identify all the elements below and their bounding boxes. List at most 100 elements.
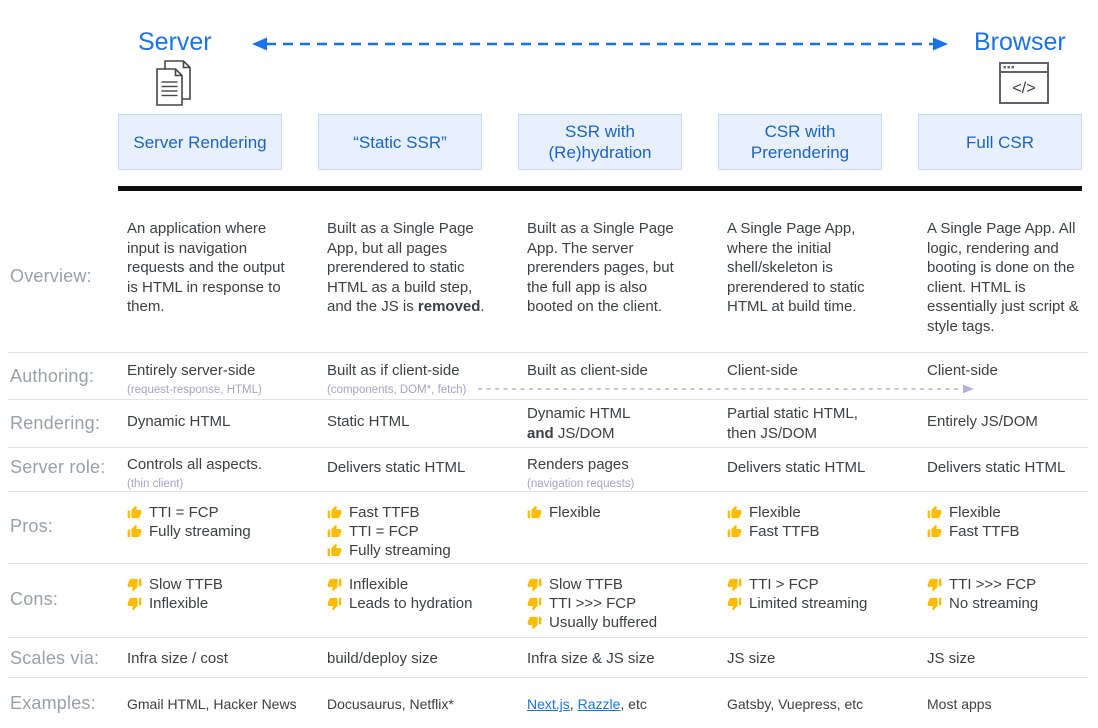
browser-label: Browser — [974, 28, 1066, 56]
razzle-link[interactable]: Razzle — [577, 696, 621, 712]
con-item: TTI >>> FCP — [927, 576, 1098, 595]
pro-item: Fast TTFB — [927, 523, 1098, 542]
scales-cell-csr-prerendering: JS size — [727, 650, 776, 667]
rendering-cell-server-rendering: Dynamic HTML — [127, 413, 231, 430]
overview-cell-csr-prerendering: A Single Page App, where the initial she… — [727, 220, 865, 315]
pro-item: Flexible — [927, 504, 1098, 523]
rendering-cell-static-ssr: Static HTML — [327, 413, 410, 430]
examples-cell-ssr-rehydration: Next.js, Razzle, etc — [527, 695, 717, 715]
pro-item: Flexible — [527, 504, 717, 523]
authoring-main: Built as if client-side — [327, 362, 460, 379]
con-item: Slow TTFB — [127, 576, 317, 595]
authoring-cell-csr-prerendering: Client-side — [727, 362, 798, 379]
pro-item: TTI = FCP — [327, 523, 517, 542]
con-item: TTI > FCP — [727, 576, 917, 595]
column-header-static-ssr: “Static SSR” — [318, 114, 482, 170]
thumb-down-icon — [927, 597, 942, 611]
con-text: Slow TTFB — [549, 576, 623, 593]
server-browser-spectrum-arrow-icon — [252, 37, 948, 51]
thumb-up-icon — [127, 524, 142, 538]
con-item: Inflexible — [127, 595, 317, 614]
rendering-cell-csr-prerendering: Partial static HTML, then JS/DOM — [727, 405, 858, 442]
server-role-cell-ssr-rehydration: Renders pages (navigation requests) — [527, 455, 717, 491]
thumb-up-icon — [727, 524, 742, 538]
row-separator — [8, 399, 1088, 400]
pro-item: Fully streaming — [127, 523, 317, 542]
server-label: Server — [138, 28, 212, 56]
thumb-down-icon — [527, 578, 542, 592]
row-label-server-role: Server role: — [10, 457, 106, 477]
examples-cell-csr-prerendering: Gatsby, Vuepress, etc — [727, 696, 864, 712]
pro-text: Fully streaming — [349, 542, 451, 559]
nextjs-link[interactable]: Next.js — [527, 696, 570, 712]
row-separator — [8, 491, 1088, 492]
authoring-cell-ssr-rehydration: Built as client-side — [527, 362, 648, 379]
pro-text: Flexible — [549, 504, 601, 521]
thumb-up-icon — [327, 524, 342, 538]
column-header-label: “Static SSR” — [353, 132, 447, 152]
column-header-full-csr: Full CSR — [918, 114, 1082, 170]
pro-item: Fully streaming — [327, 542, 517, 561]
examples-text: , — [569, 696, 578, 712]
server-role-main: Controls all aspects. — [127, 456, 263, 473]
pros-cell-server-rendering: TTI = FCP Fully streaming — [127, 504, 317, 542]
thumb-up-icon — [327, 505, 342, 519]
rendering-text: JS/DOM — [553, 424, 615, 442]
con-item: TTI >>> FCP — [527, 595, 717, 614]
thumb-down-icon — [327, 597, 342, 611]
pro-text: TTI = FCP — [349, 523, 419, 540]
row-label-examples: Examples: — [10, 693, 96, 713]
thumb-up-icon — [727, 505, 742, 519]
overview-text: . — [480, 298, 485, 315]
browser-window-icon: </> — [999, 62, 1049, 104]
authoring-cell-server-rendering: Entirely server-side (request-response, … — [127, 361, 317, 397]
thumb-down-icon — [127, 578, 142, 592]
examples-cell-static-ssr: Docusaurus, Netflix* — [327, 696, 454, 712]
column-header-label: CSR with Prerendering — [750, 122, 850, 162]
rendering-bold-text: and — [527, 424, 554, 442]
pro-text: Flexible — [749, 504, 801, 521]
svg-text:</>: </> — [1012, 80, 1035, 97]
authoring-subnote: (components, DOM*, fetch) — [327, 383, 467, 396]
pro-text: TTI = FCP — [149, 504, 219, 521]
thumb-up-icon — [927, 505, 942, 519]
row-label-cons: Cons: — [10, 589, 59, 609]
examples-cell-server-rendering: Gmail HTML, Hacker News — [127, 696, 297, 712]
row-label-scales-via: Scales via: — [10, 648, 100, 668]
pros-cell-static-ssr: Fast TTFB TTI = FCP Fully streaming — [327, 504, 517, 561]
con-item: Limited streaming — [727, 595, 917, 614]
con-item: Leads to hydration — [327, 595, 517, 614]
server-role-cell-static-ssr: Delivers static HTML — [327, 459, 466, 476]
con-text: TTI >>> FCP — [549, 595, 637, 612]
server-role-subnote: (thin client) — [127, 477, 184, 490]
overview-cell-ssr-rehydration: Built as a Single Page App. The server p… — [527, 220, 674, 315]
con-item: No streaming — [927, 595, 1098, 614]
overview-bold-text: removed — [417, 298, 481, 315]
thumb-up-icon — [527, 505, 542, 519]
row-separator — [8, 677, 1088, 678]
server-role-cell-full-csr: Delivers static HTML — [927, 459, 1066, 476]
server-role-main: Renders pages — [527, 456, 629, 473]
server-role-subnote: (navigation requests) — [527, 477, 635, 490]
pro-item: TTI = FCP — [127, 504, 317, 523]
overview-cell-full-csr: A Single Page App. All logic, rendering … — [927, 220, 1079, 335]
overview-cell-server-rendering: An application where input is navigation… — [127, 220, 285, 315]
authoring-subnote: (request-response, HTML) — [127, 383, 262, 396]
authoring-main: Entirely server-side — [127, 362, 256, 379]
con-text: Inflexible — [349, 576, 409, 593]
pro-item: Fast TTFB — [727, 523, 917, 542]
column-header-csr-prerendering: CSR with Prerendering — [718, 114, 882, 170]
column-header-label: Server Rendering — [133, 132, 267, 152]
con-text: TTI > FCP — [749, 576, 819, 593]
row-label-authoring: Authoring: — [10, 366, 95, 386]
row-separator — [8, 352, 1088, 353]
pro-text: Fast TTFB — [349, 504, 420, 521]
server-role-cell-csr-prerendering: Delivers static HTML — [727, 459, 866, 476]
pros-cell-ssr-rehydration: Flexible — [527, 504, 717, 523]
column-header-label: SSR with (Re)hydration — [548, 122, 652, 162]
row-separator — [8, 637, 1088, 638]
client-side-authoring-arrow-icon — [478, 384, 974, 394]
con-text: No streaming — [949, 595, 1039, 612]
pro-text: Fast TTFB — [749, 523, 820, 540]
